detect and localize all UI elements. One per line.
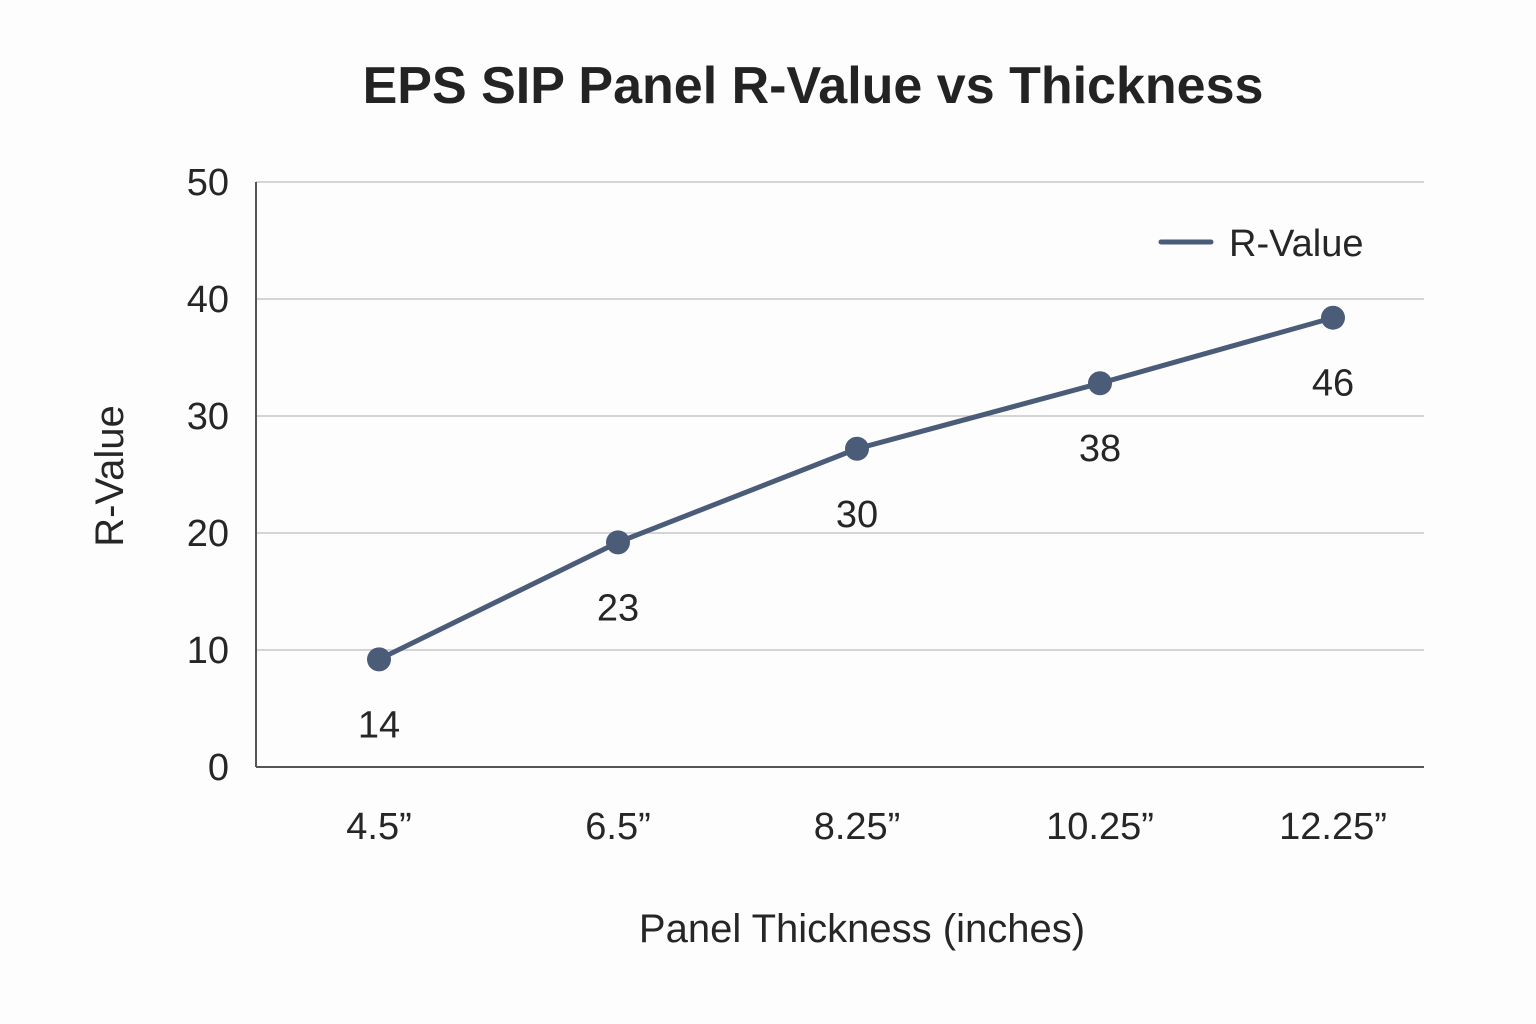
data-point — [845, 436, 869, 461]
y-axis-ticks: 0 10 20 30 40 50 — [187, 162, 229, 789]
legend-label: R-Value — [1229, 223, 1363, 265]
x-tick-label: 8.25” — [814, 806, 901, 848]
y-tick-label: 50 — [187, 162, 229, 204]
y-tick-label: 30 — [187, 396, 229, 438]
series-line-r-value — [376, 315, 1336, 662]
y-tick-label: 40 — [187, 279, 229, 321]
data-label: 30 — [836, 494, 878, 536]
y-tick-label: 20 — [187, 513, 229, 555]
x-tick-label: 6.5” — [585, 806, 650, 848]
x-tick-label: 12.25” — [1279, 806, 1387, 848]
data-labels: 14 23 30 38 46 — [358, 363, 1354, 747]
x-tick-label: 4.5” — [346, 806, 411, 848]
data-label: 23 — [597, 587, 639, 629]
data-point — [606, 530, 630, 555]
x-tick-label: 10.25” — [1046, 806, 1154, 848]
y-axis-title: R-Value — [88, 405, 132, 547]
data-label: 46 — [1312, 363, 1354, 405]
gridlines — [256, 181, 1424, 651]
data-point — [367, 647, 391, 672]
data-label: 38 — [1079, 428, 1121, 470]
chart-title: EPS SIP Panel R-Value vs Thickness — [363, 57, 1264, 115]
x-axis-title: Panel Thickness (inches) — [639, 907, 1085, 951]
y-tick-label: 0 — [208, 747, 229, 789]
y-tick-label: 10 — [187, 630, 229, 672]
series-layer — [367, 305, 1345, 672]
data-point — [1321, 305, 1345, 330]
data-label: 14 — [358, 704, 400, 746]
legend: R-Value — [1158, 223, 1363, 265]
data-point — [1088, 371, 1112, 396]
axes — [255, 182, 1424, 768]
x-axis-ticks: 4.5” 6.5” 8.25” 10.25” 12.25” — [346, 806, 1387, 848]
